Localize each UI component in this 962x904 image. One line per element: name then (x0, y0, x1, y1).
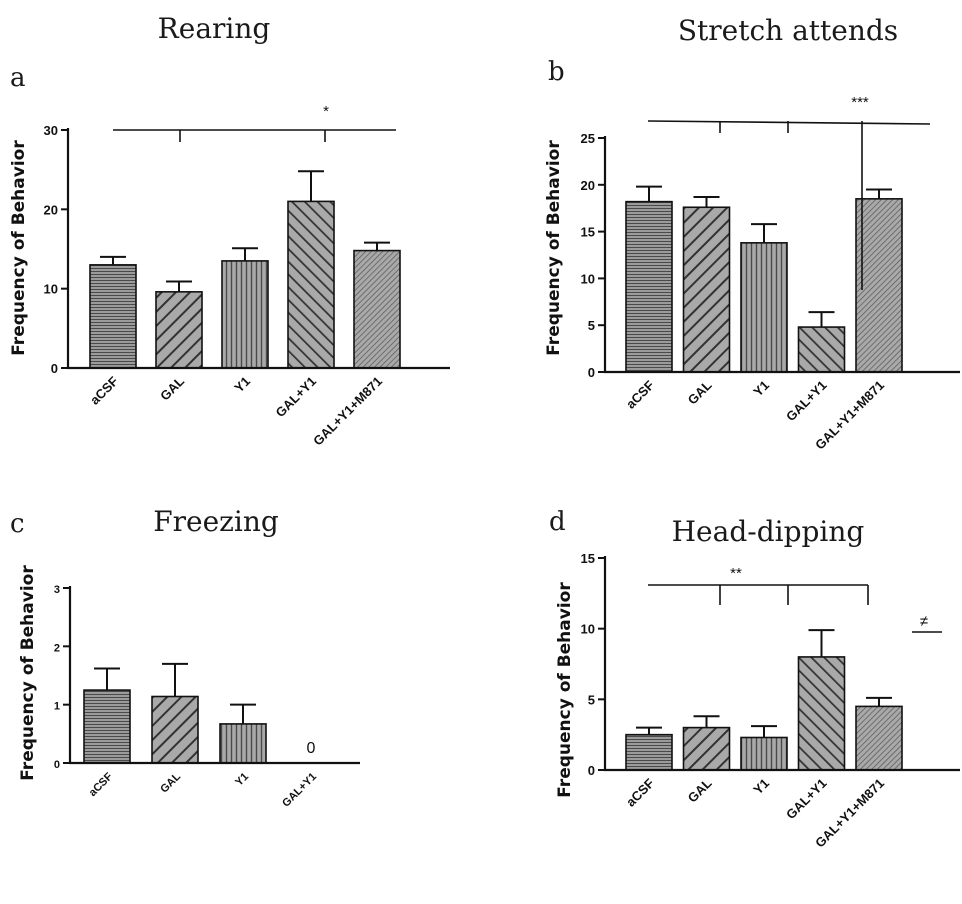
bar (682, 726, 731, 771)
panel-rearing: a Rearing Frequency of Behavior aCSF GAL Y… (9, 12, 450, 449)
panel-letter: c (10, 509, 25, 539)
y-tick-label: 5 (588, 692, 595, 707)
y-axis-label: Frequency of Behavior (544, 140, 564, 356)
bar (287, 200, 335, 369)
category-label: aCSF (87, 770, 116, 799)
bar (83, 689, 131, 764)
bar (855, 705, 903, 771)
y-tick-label: 30 (44, 123, 58, 138)
y-tick-label: 5 (588, 318, 595, 333)
bar (797, 656, 846, 771)
value-label: 0 (307, 740, 316, 757)
y-tick-label: 0 (588, 365, 595, 380)
panel-letter: d (549, 507, 566, 537)
bar (797, 326, 846, 373)
y-tick-label: 10 (581, 622, 595, 637)
category-label: aCSF (623, 775, 657, 809)
category-label: GAL (158, 770, 183, 795)
category-label: Y1 (231, 374, 253, 396)
bar (219, 723, 267, 764)
bar (625, 200, 673, 373)
category-label: Y1 (750, 378, 772, 400)
y-axis-label: Frequency of Behavior (555, 582, 575, 798)
chart-title: Head-dipping (672, 515, 865, 548)
bar (151, 695, 199, 764)
bar (221, 260, 269, 369)
y-tick-label: 2 (54, 642, 60, 654)
category-label: GAL+Y1 (783, 776, 830, 823)
bar (682, 206, 731, 373)
y-tick-label: 3 (54, 584, 60, 596)
category-label: GAL+Y1 (783, 378, 830, 425)
bar (353, 249, 401, 369)
chart-title: Rearing (158, 12, 271, 45)
category-label: aCSF (623, 377, 657, 411)
significance-line (647, 120, 931, 125)
bar (155, 291, 203, 369)
y-axis-label: Frequency of Behavior (18, 565, 38, 781)
y-tick-label: 0 (51, 361, 58, 376)
y-tick-label: 20 (581, 178, 595, 193)
bar (625, 733, 673, 771)
y-tick-label: 15 (581, 551, 595, 566)
chart-title: Stretch attends (678, 14, 898, 47)
bar (740, 736, 788, 771)
significance-label: *** (851, 94, 869, 111)
y-tick-label: 20 (44, 202, 58, 217)
category-label: Y1 (233, 771, 251, 789)
y-tick-label: 10 (581, 271, 595, 286)
y-tick-label: 0 (588, 763, 595, 778)
y-tick-label: 0 (54, 759, 60, 771)
bar (89, 264, 137, 369)
y-tick-label: 25 (581, 131, 595, 146)
y-tick-label: 10 (44, 282, 58, 297)
y-axis-label: Frequency of Behavior (9, 140, 29, 356)
bar (855, 198, 903, 373)
panel-head-dipping: d Head-dipping Frequency of Behavior aCS… (549, 507, 960, 851)
category-label: GAL+Y1 (272, 374, 319, 421)
y-tick-label: 15 (581, 225, 595, 240)
category-label: GAL (685, 377, 715, 407)
bar (740, 242, 788, 373)
category-label: GAL+Y1 (280, 771, 319, 810)
panel-freezing: c Freezing Frequency of Behavior aCSF GAL… (10, 505, 360, 810)
significance-label: * (323, 103, 329, 120)
category-label: GAL+Y1+M871 (310, 374, 385, 449)
panel-stretch-attends: b Stretch attends Frequency of Behavior … (544, 14, 960, 453)
category-label: aCSF (87, 373, 121, 407)
category-label: GAL (157, 373, 187, 403)
significance-label: ≠ (920, 613, 928, 630)
panel-letter: a (10, 63, 26, 93)
category-label: Y1 (750, 776, 772, 798)
panel-letter: b (548, 57, 565, 87)
significance-label: ** (730, 565, 742, 582)
y-tick-label: 1 (54, 701, 60, 713)
chart-title: Freezing (153, 505, 279, 538)
category-label: GAL (685, 775, 715, 805)
